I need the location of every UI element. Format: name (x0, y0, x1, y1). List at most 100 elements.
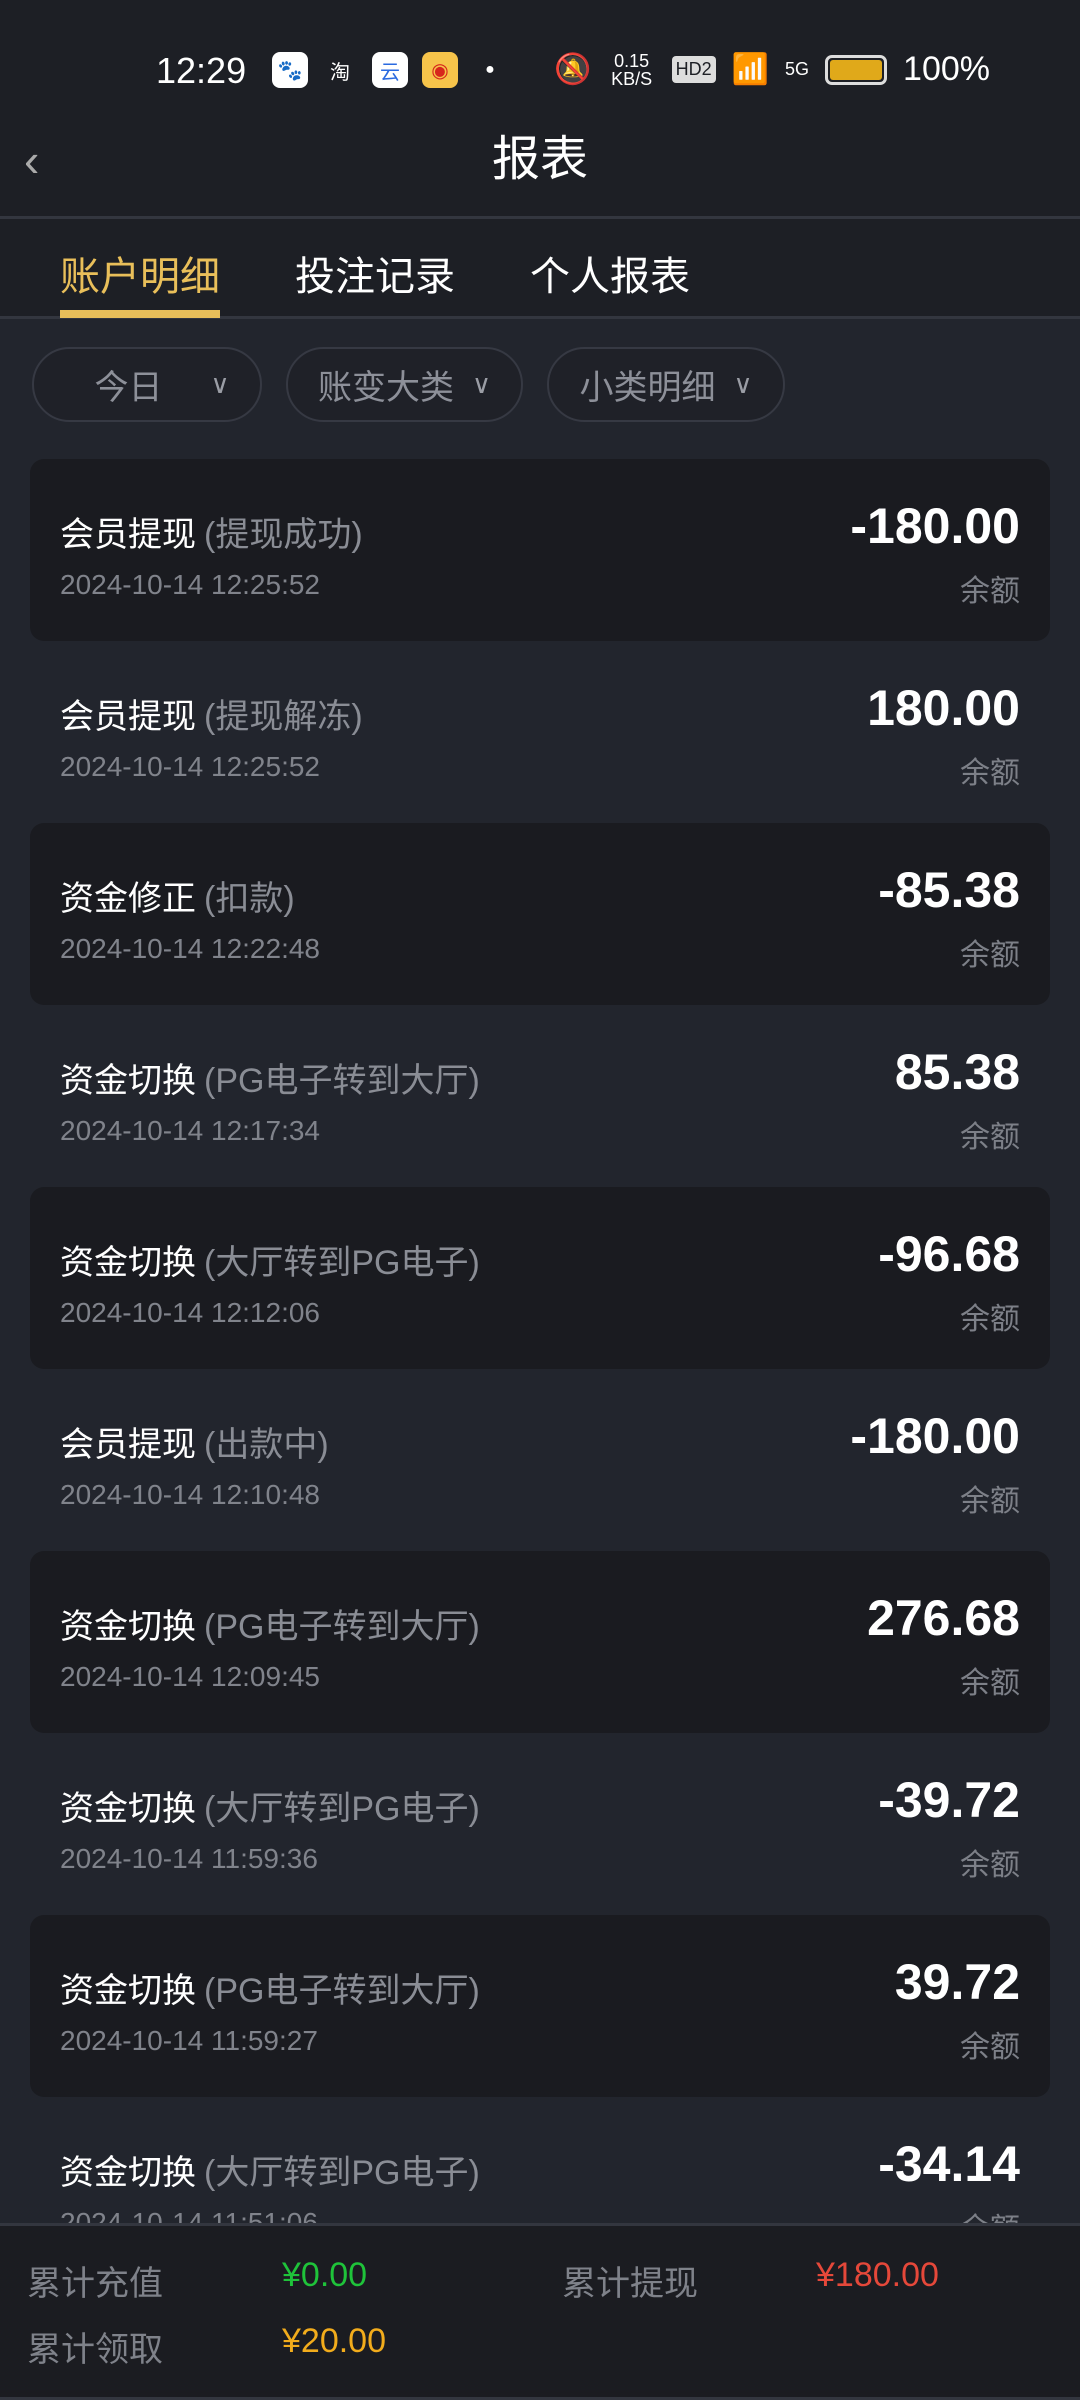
item-amount: 276.68 (867, 1590, 1020, 1646)
list-item[interactable]: 资金切换 (PG电子转到大厅) 2024-10-14 11:59:27 39.72… (30, 1915, 1050, 2097)
item-amount: -39.72 (878, 1772, 1020, 1828)
back-button[interactable]: ‹ (24, 137, 39, 183)
item-type: 资金切换 (60, 1062, 196, 1100)
withdraw-value: ¥180.00 (816, 2256, 939, 2294)
item-type: 资金切换 (60, 2154, 196, 2192)
chevron-down-icon: ∨ (210, 369, 230, 399)
item-date: 2024-10-14 12:25:52 (60, 751, 320, 782)
item-date: 2024-10-14 12:10:48 (60, 1479, 320, 1510)
list-item[interactable]: 资金切换 (大厅转到PG电子) 2024-10-14 12:12:06 -96.6… (30, 1187, 1050, 1369)
item-balance-label: 余额 (960, 1121, 1020, 1154)
item-type: 资金切换 (60, 1972, 196, 2010)
item-type: 会员提现 (60, 516, 196, 554)
recharge-value: ¥0.00 (282, 2256, 368, 2294)
item-amount: -180.00 (850, 1408, 1020, 1464)
cloud-app-icon: 云 (372, 52, 408, 88)
clock: 12:29 (156, 50, 247, 91)
item-amount: 85.38 (894, 1044, 1020, 1100)
item-date: 2024-10-14 12:25:52 (60, 569, 320, 600)
net-speed: 0.15 KB/S (611, 50, 653, 89)
dot-icon: ● (485, 61, 495, 78)
chevron-down-icon: ∨ (471, 369, 492, 399)
item-type: 资金修正 (60, 880, 196, 918)
taobao-icon: 淘 (330, 61, 350, 84)
item-title: 资金切换 (大厅转到PG电子) (60, 1235, 480, 1284)
item-title: 资金切换 (大厅转到PG电子) (60, 2145, 480, 2194)
item-amount: -34.14 (878, 2136, 1020, 2192)
status-bar: 12:29 🐾 淘 云 ◉ ● 🔕 0.15 KB/S HD2 📶 5G 100… (0, 0, 1080, 140)
signal-icon: 5G (785, 59, 810, 79)
list-item[interactable]: 资金切换 (大厅转到PG电子) 2024-10-14 11:59:36 -39.7… (30, 1733, 1050, 1915)
item-subtype: (PG电子转到大厅) (204, 1062, 480, 1100)
item-balance-label: 余额 (960, 757, 1020, 790)
chevron-left-icon: ‹ (24, 134, 40, 186)
filter-label: 账变大类 (317, 369, 454, 407)
item-date: 2024-10-14 12:09:45 (60, 1661, 320, 1692)
item-balance-label: 余额 (960, 1667, 1020, 1700)
item-subtype: (PG电子转到大厅) (204, 1608, 480, 1646)
item-balance-label: 余额 (960, 1303, 1020, 1336)
filter-label: 小类明细 (579, 369, 716, 407)
wifi-icon: 📶 (731, 53, 770, 86)
item-date: 2024-10-14 12:22:48 (60, 933, 320, 964)
item-title: 会员提现 (提现解冻) (60, 689, 363, 738)
item-subtype: (出款中) (204, 1426, 329, 1464)
page-title: 报表 (491, 133, 588, 186)
item-amount: -96.68 (878, 1226, 1020, 1282)
tab-personal-report[interactable]: 个人报表 (530, 255, 690, 299)
claim-value: ¥20.00 (282, 2322, 386, 2360)
header: ‹ 报表 (0, 133, 1080, 219)
item-title: 资金切换 (PG电子转到大厅) (60, 1599, 480, 1648)
item-subtype: (大厅转到PG电子) (204, 2154, 480, 2192)
summary-footer: 累计充值 ¥0.00 累计提现 ¥180.00 累计领取 ¥20.00 (0, 2223, 1080, 2400)
list-item[interactable]: 资金切换 (PG电子转到大厅) 2024-10-14 12:17:34 85.38… (30, 1005, 1050, 1187)
withdraw-label: 累计提现 (562, 2265, 698, 2303)
filter-label: 今日 (94, 369, 163, 407)
item-balance-label: 余额 (960, 2031, 1020, 2064)
list-item[interactable]: 会员提现 (提现成功) 2024-10-14 12:25:52 -180.00 余… (30, 459, 1050, 641)
item-amount: -180.00 (850, 498, 1020, 554)
filter-category[interactable]: 账变大类 ∨ (286, 347, 523, 422)
mute-icon: 🔕 (554, 53, 592, 86)
filter-subcategory[interactable]: 小类明细 ∨ (547, 347, 785, 422)
battery-percent: 100% (903, 50, 990, 88)
item-subtype: (提现成功) (204, 516, 363, 554)
hd-icon: HD2 (671, 56, 716, 83)
item-subtype: (提现解冻) (204, 698, 363, 736)
claim-label: 累计领取 (27, 2331, 163, 2369)
item-date: 2024-10-14 11:59:27 (60, 2025, 318, 2056)
tab-account-details[interactable]: 账户明细 (60, 244, 220, 318)
item-balance-label: 余额 (960, 575, 1020, 608)
tab-bar: 账户明细 投注记录 个人报表 (0, 219, 1080, 319)
list-item[interactable]: 资金修正 (扣款) 2024-10-14 12:22:48 -85.38 余额 (30, 823, 1050, 1005)
list-item[interactable]: 会员提现 (出款中) 2024-10-14 12:10:48 -180.00 余额 (30, 1369, 1050, 1551)
item-title: 资金切换 (大厅转到PG电子) (60, 1781, 480, 1830)
item-title: 资金切换 (PG电子转到大厅) (60, 1963, 480, 2012)
item-subtype: (大厅转到PG电子) (204, 1790, 480, 1828)
tab-bet-records[interactable]: 投注记录 (295, 255, 455, 299)
item-date: 2024-10-14 12:17:34 (60, 1115, 320, 1146)
list-item[interactable]: 资金切换(大厅转到PG电子) 2024-10-14 11:51:06 -34.1… (30, 2097, 1050, 2279)
item-title: 资金修正 (扣款) (60, 871, 295, 920)
recharge-label: 累计充值 (27, 2265, 163, 2303)
transaction-list: 会员提现 (提现成功) 2024-10-14 12:25:52 -180.00 余… (0, 459, 1080, 2279)
item-amount: -85.38 (878, 862, 1020, 918)
filter-date[interactable]: 今日 ∨ (32, 347, 262, 422)
list-item[interactable]: 会员提现 (提现解冻) 2024-10-14 12:25:52 180.00 余额 (30, 641, 1050, 823)
item-date: 2024-10-14 11:59:36 (60, 1843, 318, 1874)
item-amount: 180.00 (867, 680, 1020, 736)
item-balance-label: 余额 (960, 939, 1020, 972)
list-item[interactable]: 资金切换 (PG电子转到大厅) 2024-10-14 12:09:45 276.6… (30, 1551, 1050, 1733)
item-date: 2024-10-14 12:12:06 (60, 1297, 320, 1328)
chevron-down-icon: ∨ (733, 369, 753, 399)
item-title: 资金切换 (PG电子转到大厅) (60, 1053, 480, 1102)
baidu-icon: 🐾 (272, 52, 308, 88)
item-amount: 39.72 (894, 1954, 1020, 2010)
item-title: 会员提现 (提现成功) (60, 507, 363, 556)
item-balance-label: 余额 (960, 1849, 1020, 1882)
item-balance-label: 余额 (960, 1485, 1020, 1518)
item-subtype: (PG电子转到大厅) (204, 1972, 480, 2010)
item-type: 资金切换 (60, 1608, 196, 1646)
item-type: 资金切换 (60, 1244, 196, 1282)
item-subtype: (扣款) (204, 880, 295, 918)
